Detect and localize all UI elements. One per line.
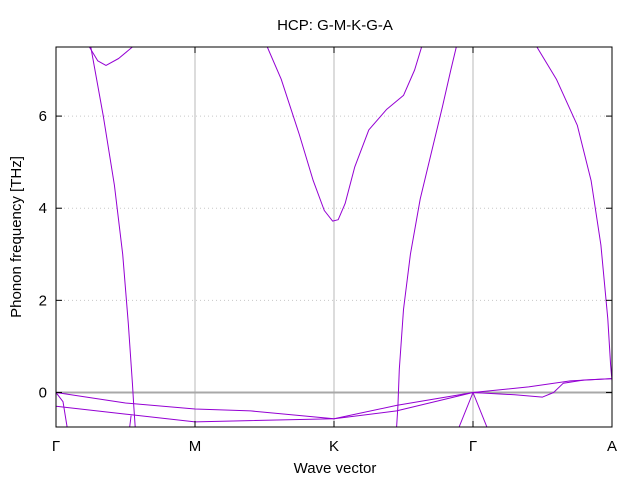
phonon-branch-7 [56,392,474,423]
tick-layer: 0 2 4 6 Γ M K Γ A [39,47,617,455]
y-tick-label: 2 [39,292,47,309]
phonon-branch-10 [472,392,488,427]
phonon-branch-5 [536,47,612,381]
x-tick-label: Γ [52,438,60,455]
phonon-branch-2 [90,47,136,427]
phonon-branch-8 [472,378,612,393]
phonon-branch-11 [458,392,474,427]
phonon-branch-9 [472,378,612,398]
y-tick-label: 0 [39,384,47,401]
x-tick-label: A [607,438,617,455]
phonon-branch-13 [129,415,132,427]
x-tick-label: Γ [469,438,477,455]
series-layer [56,47,612,427]
phonon-branch-3 [266,47,423,222]
y-tick-label: 6 [39,108,47,125]
phonon-branch-12 [56,392,68,427]
y-axis-title: Phonon frequency [THz] [8,156,25,318]
x-tick-label: K [329,438,339,455]
phonon-branch-1 [88,47,133,66]
x-tick-label: M [189,438,202,455]
grid-layer [56,47,612,427]
phonon-branch-4 [396,47,457,427]
chart-title: HCP: G-M-K-G-A [277,17,393,34]
x-axis-title: Wave vector [294,460,377,477]
y-tick-label: 4 [39,200,47,217]
phonon-branch-6 [56,392,474,420]
